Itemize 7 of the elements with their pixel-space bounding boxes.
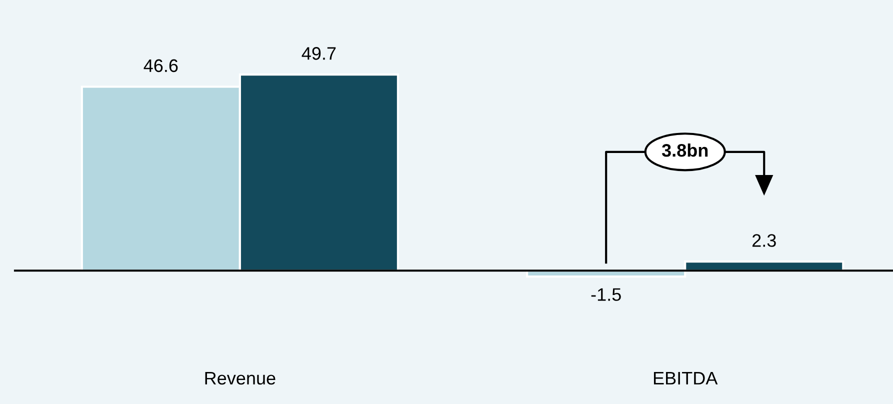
data-label: 2.3 xyxy=(752,234,776,247)
annotation: 3.8bn xyxy=(662,143,708,157)
x-tick-label: Revenue xyxy=(205,372,276,385)
x-tick-label: EBITDA xyxy=(654,372,718,384)
data-label: -1.5 xyxy=(591,288,621,301)
data-label: 49.7 xyxy=(302,47,336,60)
data-label: 46.6 xyxy=(144,59,178,72)
